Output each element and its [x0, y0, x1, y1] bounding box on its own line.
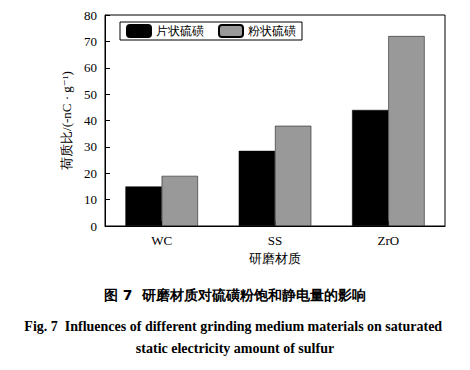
svg-text:荷质比/(-nC · g⁻¹): 荷质比/(-nC · g⁻¹)	[59, 71, 74, 170]
svg-text:图 7 研磨材质对硫磺粉饱和静电量的影响: 图 7 研磨材质对硫磺粉饱和静电量的影响	[104, 287, 366, 303]
svg-text:0: 0	[91, 219, 98, 234]
svg-text:WC: WC	[151, 233, 172, 248]
svg-text:30: 30	[84, 139, 97, 154]
svg-text:片状硫磺: 片状硫磺	[156, 24, 204, 38]
svg-text:50: 50	[84, 87, 97, 102]
svg-text:ZrO: ZrO	[377, 233, 399, 248]
svg-text:60: 60	[84, 60, 97, 75]
svg-text:SS: SS	[268, 233, 282, 248]
svg-text:80: 80	[84, 8, 97, 23]
svg-text:40: 40	[84, 113, 97, 128]
svg-text:粉状硫磺: 粉状硫磺	[248, 24, 296, 38]
svg-text:70: 70	[84, 34, 97, 49]
svg-text:static electricity amount of s: static electricity amount of sulfur	[136, 341, 334, 356]
svg-text:研磨材质: 研磨材质	[249, 251, 301, 266]
svg-text:20: 20	[84, 166, 97, 181]
svg-text:10: 10	[84, 192, 97, 207]
svg-text:Fig. 7 Influences of differen: Fig. 7 Influences of different grinding …	[24, 319, 445, 334]
